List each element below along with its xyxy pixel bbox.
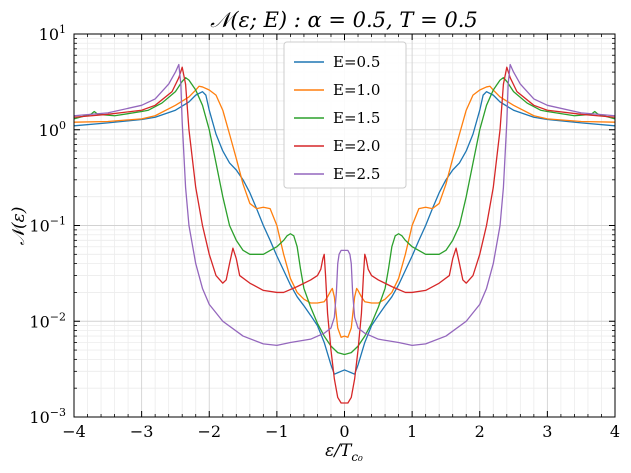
x-tick-label: 0 — [339, 422, 349, 441]
x-tick-label: 4 — [610, 422, 620, 441]
series-line-e-1-5 — [74, 77, 615, 356]
series-line-e-1-0 — [74, 85, 615, 338]
y-tick-label: 101 — [39, 23, 66, 44]
legend-label: E=1.0 — [333, 81, 380, 99]
series-lines — [74, 63, 615, 404]
x-tick-label: 1 — [407, 422, 417, 441]
x-tick-label: −1 — [265, 422, 289, 441]
y-tick-label: 10−2 — [29, 310, 66, 331]
legend-label: E=1.5 — [333, 109, 380, 127]
series-line-e-2-5 — [74, 63, 615, 347]
chart-title: 𝒩(ε; E) : α = 0.5, T = 0.5 — [210, 8, 478, 32]
legend-label: E=2.5 — [333, 165, 380, 183]
x-axis-label: ε/Tc₀ — [325, 441, 363, 464]
x-tick-label: 3 — [542, 422, 552, 441]
y-axis-label: 𝒩(ε) — [9, 207, 29, 246]
y-tick-label: 10−1 — [29, 215, 66, 236]
x-tick-label: 2 — [475, 422, 485, 441]
x-tick-label: −3 — [130, 422, 154, 441]
tick-labels: −4 −3 −2 −1 0 1 2 3 4 10−3 10−2 10−1 100 101 — [29, 23, 620, 441]
y-tick-label: 10−3 — [29, 406, 66, 427]
legend: E=0.5 E=1.0 E=1.5 E=2.0 E=2.5 — [283, 41, 407, 189]
plot-frame — [73, 33, 616, 418]
y-tick-label: 100 — [39, 119, 66, 140]
legend-label: E=2.0 — [333, 137, 380, 155]
legend-box — [283, 41, 407, 189]
series-line-e-2-0 — [74, 66, 615, 404]
legend-label: E=0.5 — [333, 53, 380, 71]
x-tick-label: −4 — [62, 422, 86, 441]
x-tick-label: −2 — [197, 422, 221, 441]
series-line-e-0-5 — [74, 91, 615, 375]
